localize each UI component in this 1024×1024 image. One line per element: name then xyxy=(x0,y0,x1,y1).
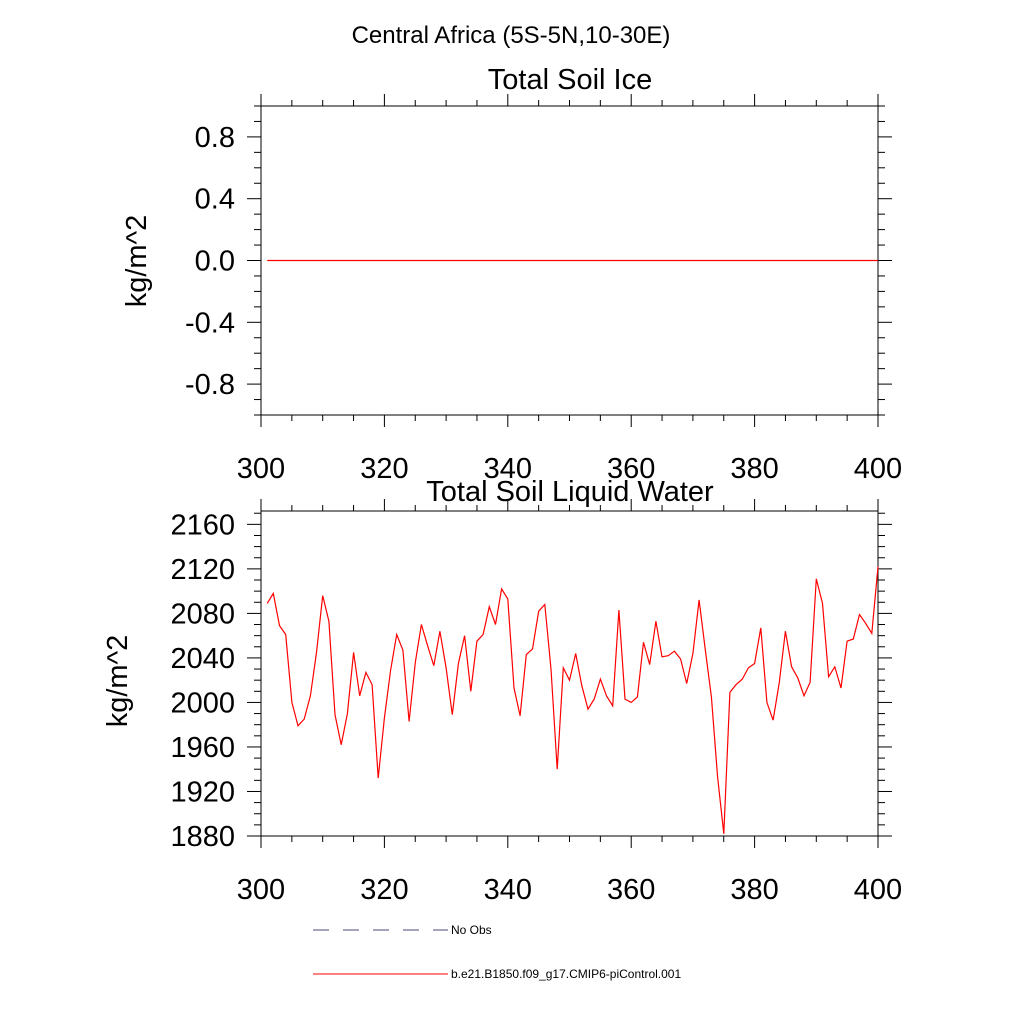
legend-label-no-obs: No Obs xyxy=(451,923,492,937)
series-line xyxy=(266,566,879,834)
y-tick-label: 1880 xyxy=(170,821,235,853)
y-tick-label: 2120 xyxy=(170,554,235,586)
x-tick-label: 400 xyxy=(854,874,902,906)
y-tick-label: 1960 xyxy=(170,732,235,764)
x-tick-label: 360 xyxy=(607,874,655,906)
series-lines xyxy=(266,566,879,834)
y-tick-label: 2080 xyxy=(170,598,235,630)
y-tick-label: 2000 xyxy=(170,687,235,719)
x-tick-label: 380 xyxy=(730,874,778,906)
axis-ticks xyxy=(247,94,892,427)
figure-title: Central Africa (5S-5N,10-30E) xyxy=(352,22,671,49)
legend-label-model: b.e21.B1850.f09_g17.CMIP6-piControl.001 xyxy=(451,967,681,981)
x-tick-label: 300 xyxy=(237,453,285,485)
x-tick-label: 360 xyxy=(607,453,655,485)
x-tick-label: 340 xyxy=(484,453,532,485)
x-tick-label: 320 xyxy=(360,453,408,485)
y-tick-label: 1920 xyxy=(170,776,235,808)
y-tick-label: 0.4 xyxy=(195,184,235,216)
y-axis-label: kg/m^2 xyxy=(121,215,153,308)
panel-total-soil-liquid-water: Total Soil Liquid Water kg/m^2 300 320 340… xyxy=(102,476,902,906)
y-axis-label: kg/m^2 xyxy=(102,635,134,728)
x-tick-label: 320 xyxy=(360,874,408,906)
y-tick-label: 0.8 xyxy=(195,122,235,154)
x-tick-label: 340 xyxy=(484,874,532,906)
axis-tick-labels: 300 320 340 360 380 400 -0.8 -0.4 0.0 0.4 0.8 xyxy=(185,122,902,485)
y-tick-label: 0.0 xyxy=(195,246,235,278)
axis-ticks xyxy=(247,499,892,848)
y-tick-label: -0.8 xyxy=(185,369,235,401)
panel-title: Total Soil Ice xyxy=(488,64,652,96)
x-tick-label: 300 xyxy=(237,874,285,906)
x-tick-label: 400 xyxy=(854,453,902,485)
panel-total-soil-ice: Total Soil Ice kg/m^2 300 320 340 360 380 400… xyxy=(121,64,902,485)
y-tick-label: 2160 xyxy=(170,509,235,541)
x-tick-label: 380 xyxy=(730,453,778,485)
panel-title: Total Soil Liquid Water xyxy=(426,476,714,508)
axis-tick-labels: 300 320 340 360 380 400 1880 1920 1960 2000 2040 20… xyxy=(170,509,902,906)
legend: No Obs b.e21.B1850.f09_g17.CMIP6-piContr… xyxy=(313,923,681,981)
y-tick-label: 2040 xyxy=(170,643,235,675)
plot-frame xyxy=(260,510,879,837)
y-tick-label: -0.4 xyxy=(185,307,235,339)
